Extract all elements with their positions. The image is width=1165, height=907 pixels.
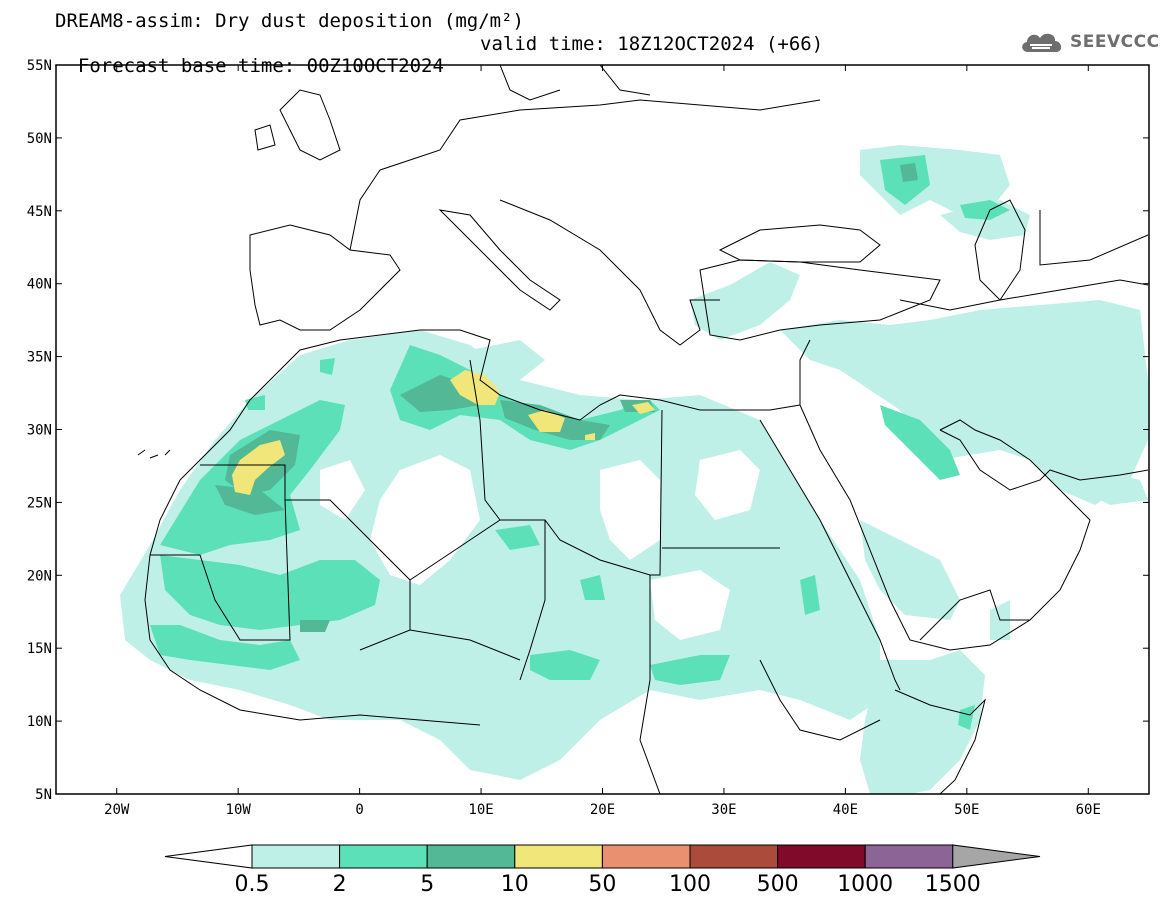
colorbar-label: 0.5 [235, 872, 270, 897]
lat-label: 10N [27, 714, 52, 730]
lon-label: 20W [104, 802, 130, 818]
lat-label: 35N [27, 350, 52, 366]
base-time: Forecast base time: 00Z10OCT2024 [77, 55, 444, 77]
colorbar-over-arrow [952, 844, 1041, 869]
lat-label: 15N [27, 641, 52, 657]
lat-label: 55N [27, 58, 52, 74]
map-title: DREAM8-assim: Dry dust deposition (mg/m²… [55, 10, 524, 32]
lat-label: 30N [27, 423, 52, 439]
lon-label: 50E [954, 802, 979, 818]
colorbar-segment [689, 844, 779, 869]
colorbar-segment [601, 844, 691, 869]
lon-label: 30E [711, 802, 736, 818]
colorbar-label: 1000 [837, 872, 893, 897]
valid-time: valid time: 18Z12OCT2024 (+66) [480, 33, 824, 55]
colorbar-label: 100 [669, 872, 711, 897]
lon-label: 40E [833, 802, 858, 818]
lat-label: 45N [27, 204, 52, 220]
lat-label: 25N [27, 495, 52, 511]
lat-label: 50N [27, 131, 52, 147]
colorbar-segment [339, 844, 428, 869]
coastlines [137, 65, 1149, 794]
low-deposition-gaps [320, 450, 760, 640]
lon-label: 10E [468, 802, 493, 818]
colorbar-segment [864, 844, 954, 869]
colorbar-label: 5 [420, 872, 434, 897]
dust-field [120, 145, 1148, 794]
colorbar-segment [777, 844, 866, 869]
latitude-axis: 55N 50N 45N 40N 35N 30N 25N 20N 15N 10N 5N [27, 58, 1149, 803]
colorbar-label: 500 [757, 872, 799, 897]
cloud-icon [1022, 33, 1062, 52]
colorbar: 0.5 2 5 10 50 100 500 1000 1500 [164, 844, 1041, 897]
colorbar-segment [251, 844, 341, 869]
colorbar-label: 10 [501, 872, 529, 897]
lat-label: 20N [27, 568, 52, 584]
colorbar-under-arrow [164, 844, 253, 869]
colorbar-segment [426, 844, 516, 869]
longitude-axis: 20W 10W 0 10E 20E 30E 40E 50E 60E [104, 65, 1101, 818]
forecast-times: Forecast base time: 00Z10OCT2024 valid t… [55, 33, 823, 99]
lat-label: 5N [35, 787, 52, 803]
lon-label: 0 [355, 802, 363, 818]
colorbar-label: 2 [333, 872, 347, 897]
colorbar-label: 50 [588, 872, 616, 897]
lat-label: 40N [27, 277, 52, 293]
lon-label: 10W [226, 802, 252, 818]
logo-text: SEEVCCC [1070, 32, 1160, 52]
lon-label: 20E [590, 802, 615, 818]
colorbar-label: 1500 [925, 872, 981, 897]
seevccc-logo: SEEVCCC [1018, 27, 1160, 57]
colorbar-segment [514, 844, 603, 869]
lon-label: 60E [1076, 802, 1101, 818]
